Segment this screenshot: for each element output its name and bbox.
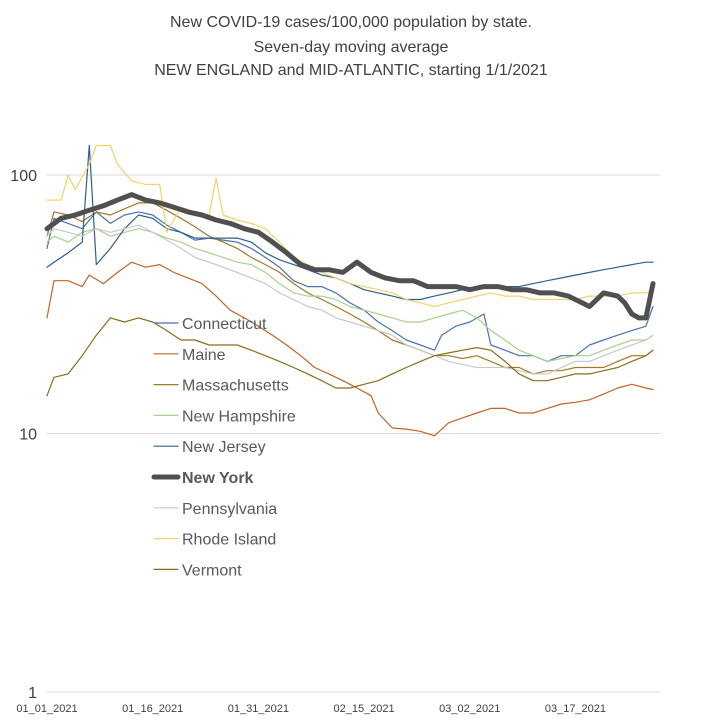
x-tick-label: 02_15_2021 xyxy=(333,703,394,715)
series-line-new-york xyxy=(44,192,656,321)
legend-label-massachusetts: Massachusetts xyxy=(182,378,289,395)
legend-label-new-jersey: New Jersey xyxy=(182,439,266,456)
legend: Connecticut Maine Massachusetts New Hampshi… xyxy=(151,316,296,579)
series-line-new-jersey xyxy=(46,144,654,301)
legend-label-new-york: New York xyxy=(182,470,254,487)
series-line-connecticut xyxy=(46,211,654,362)
y-tick-label: 10 xyxy=(19,427,37,444)
title-line-1: New COVID-19 cases/100,000 population by… xyxy=(170,14,532,31)
series-line-new-hampshire xyxy=(46,228,654,362)
legend-label-maine: Maine xyxy=(182,347,226,364)
x-tick-label: 03_02_2021 xyxy=(439,703,500,715)
legend-label-rhode-island: Rhode Island xyxy=(182,532,276,549)
series-line-massachusetts xyxy=(46,202,654,375)
title-line-2: Seven-day moving average xyxy=(254,39,449,56)
x-tick-label: 03_17_2021 xyxy=(545,703,606,715)
x-tick-label: 01_31_2021 xyxy=(228,703,289,715)
legend-label-pennsylvania: Pennsylvania xyxy=(182,501,277,518)
series-lines xyxy=(44,144,656,437)
legend-label-new-hampshire: New Hampshire xyxy=(182,408,296,425)
y-tick-label: 1 xyxy=(28,685,37,702)
series-line-rhode-island xyxy=(46,144,654,308)
gridlines xyxy=(47,174,660,693)
legend-label-vermont: Vermont xyxy=(182,562,242,579)
y-axis-ticks: 1 10 100 xyxy=(10,168,37,702)
series-line-maine xyxy=(46,261,654,437)
y-tick-label: 100 xyxy=(10,168,37,185)
legend-label-connecticut: Connecticut xyxy=(182,316,267,333)
x-tick-label: 01_01_2021 xyxy=(16,703,77,715)
x-axis-ticks: 01_01_2021 01_16_2021 01_31_2021 02_15_2021… xyxy=(16,703,606,715)
series-line-vermont xyxy=(46,317,654,397)
series-line-pennsylvania xyxy=(46,224,654,375)
title-line-3: NEW ENGLAND and MID-ATLANTIC, starting 1… xyxy=(154,62,548,79)
x-tick-label: 01_16_2021 xyxy=(122,703,183,715)
chart-title: New COVID-19 cases/100,000 population by… xyxy=(154,14,548,79)
